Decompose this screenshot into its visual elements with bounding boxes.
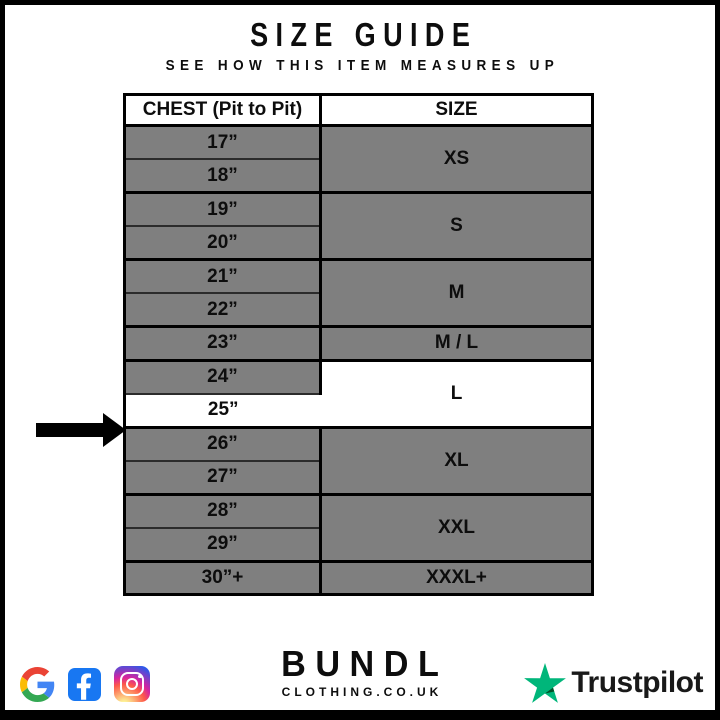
size-cell: XXXL+: [320, 559, 593, 596]
size-cell: XL: [320, 425, 593, 495]
social-icons: [20, 666, 150, 702]
google-icon: [20, 666, 55, 702]
chest-cell: 21”: [124, 258, 322, 294]
chest-cell: 17”: [124, 124, 322, 160]
chest-cell: 18”: [124, 158, 322, 194]
column-header-chest: CHEST (Pit to Pit): [123, 93, 322, 127]
table-row: 17” XS: [124, 124, 593, 194]
size-table: CHEST (Pit to Pit) SIZE 17” XS 18” 19” S…: [123, 93, 594, 596]
chest-cell: 30”+: [124, 559, 322, 596]
chest-cell: 23”: [124, 325, 322, 361]
table-row: 23” M / L: [124, 325, 593, 361]
brand-domain: CLOTHING.CO.UK: [281, 685, 443, 699]
table-row: 21” M: [124, 258, 593, 328]
size-cell: M / L: [320, 325, 593, 361]
page-title: SIZE GUIDE: [250, 16, 478, 53]
size-cell: XS: [320, 124, 593, 194]
table-header-row: CHEST (Pit to Pit) SIZE: [123, 93, 594, 127]
chest-cell: 24”: [124, 358, 322, 395]
column-header-size: SIZE: [319, 93, 594, 127]
trustpilot-label: Trustpilot: [571, 666, 703, 699]
table-row: 29”: [124, 526, 593, 562]
chest-cell: 28”: [124, 492, 322, 529]
page-subtitle: SEE HOW THIS ITEM MEASURES UP: [165, 57, 560, 74]
trustpilot-logo: Trustpilot: [524, 663, 703, 703]
instagram-icon: [114, 666, 150, 702]
table-row: 28” XXL: [124, 492, 593, 562]
chest-cell: 19”: [124, 191, 322, 227]
brand-logo: BUNDL CLOTHING.CO.UK: [5, 643, 715, 700]
size-cell: XXL: [320, 492, 593, 562]
trustpilot-star-icon: [524, 663, 567, 703]
table-row: 30”+ XXXL+: [124, 559, 593, 596]
size-cell-highlighted: L: [320, 358, 593, 428]
chest-cell: 20”: [124, 225, 322, 261]
table-row: 22”: [124, 292, 593, 328]
highlight-arrow-icon: [33, 413, 126, 447]
table-row: 26” XL: [124, 425, 593, 495]
brand-name: BUNDL: [281, 643, 449, 684]
table-row-highlighted: 25”: [124, 392, 593, 428]
chest-cell: 26”: [124, 425, 322, 462]
facebook-icon: [68, 667, 101, 701]
chest-cell: 22”: [124, 292, 322, 328]
chest-cell-highlighted: 25”: [124, 392, 321, 428]
size-cell: M: [320, 258, 593, 328]
chest-cell: 27”: [124, 459, 322, 495]
table-row: 20”: [124, 225, 593, 261]
size-cell: S: [320, 191, 593, 261]
table-row: 18”: [124, 158, 593, 194]
table-row: 27”: [124, 459, 593, 495]
chest-cell: 29”: [124, 526, 322, 562]
table-row: 24” L: [124, 358, 593, 428]
table-row: 19” S: [124, 191, 593, 261]
